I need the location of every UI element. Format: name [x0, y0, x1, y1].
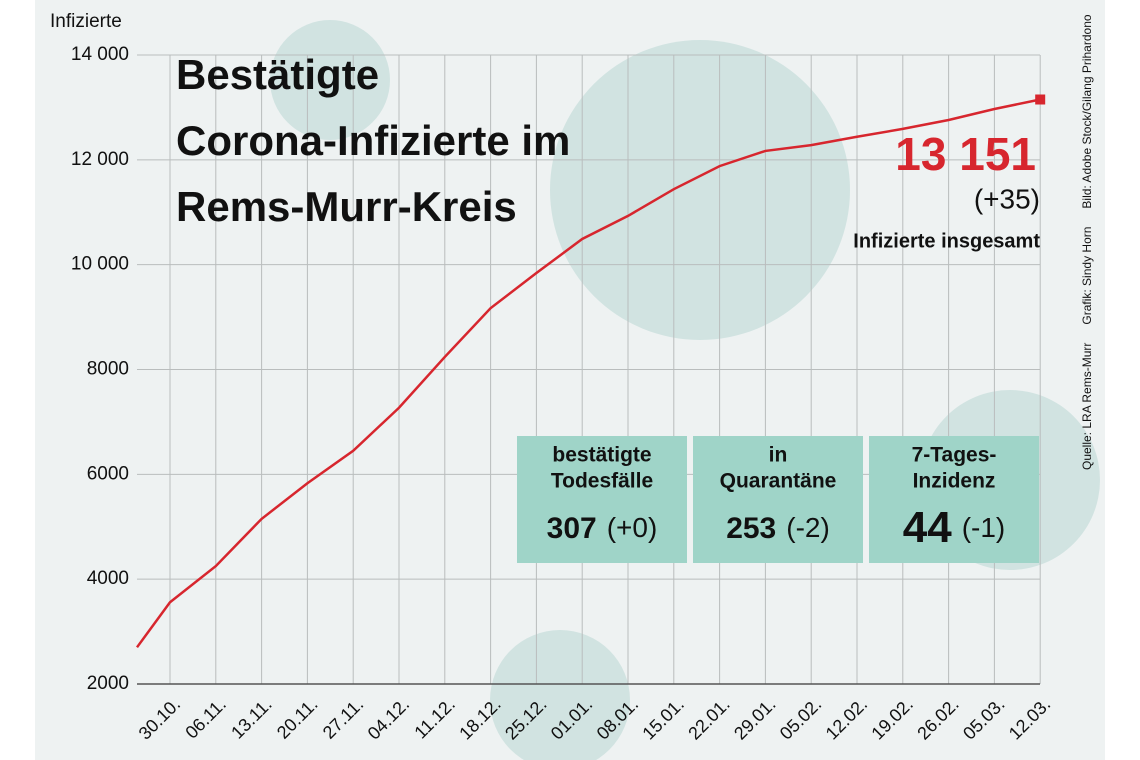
box-label: Quarantäne: [720, 470, 837, 493]
info-box: [693, 436, 863, 563]
background: [35, 0, 1105, 760]
box-value: 44 (-1): [903, 503, 1006, 552]
chart-title: Corona-Infizierte im: [176, 117, 570, 164]
box-number: 253: [726, 512, 776, 545]
y-tick-label: 4000: [87, 568, 129, 589]
box-value: 253 (-2): [726, 512, 830, 545]
y-tick-label: 12 000: [71, 149, 129, 170]
end-marker: [1035, 94, 1046, 105]
credit: Quelle: LRA Rems-Murr: [1080, 343, 1094, 470]
y-tick-label: 2000: [87, 673, 129, 694]
box-change: (-2): [786, 512, 830, 543]
info-box: [869, 436, 1039, 563]
credit: Grafik: Sindy Horn: [1080, 227, 1094, 325]
box-change: (-1): [962, 512, 1006, 543]
credits: Quelle: LRA Rems-Murr Grafik: Sindy Horn B…: [1080, 14, 1094, 470]
chart-title: Bestätigte: [176, 51, 379, 98]
box-number: 44: [903, 503, 952, 552]
total-value: 13 151: [895, 128, 1036, 180]
chart-title: Rems-Murr-Kreis: [176, 183, 517, 230]
y-tick-label: 6000: [87, 463, 129, 484]
box-label: bestätigte: [552, 444, 651, 467]
box-value: 307 (+0): [547, 512, 658, 545]
y-tick-label: 14 000: [71, 44, 129, 65]
box-label: 7-Tages-: [912, 444, 997, 467]
box-change: (+0): [607, 512, 658, 543]
y-axis-label: Infizierte: [50, 11, 122, 32]
line-series: [135, 98, 1041, 649]
box-number: 307: [547, 512, 597, 545]
box-label: Inzidenz: [913, 470, 996, 493]
box-label: in: [769, 444, 788, 467]
info-box: [517, 436, 687, 563]
box-label: Todesfälle: [551, 470, 653, 493]
y-tick-label: 8000: [87, 359, 129, 380]
total-change: (+35): [974, 183, 1040, 214]
credit: Bild: Adobe Stock/Gilang Prihardono: [1080, 14, 1094, 208]
legend-label: Infizierte insgesamt: [853, 230, 1040, 252]
y-tick-label: 10 000: [71, 254, 129, 275]
